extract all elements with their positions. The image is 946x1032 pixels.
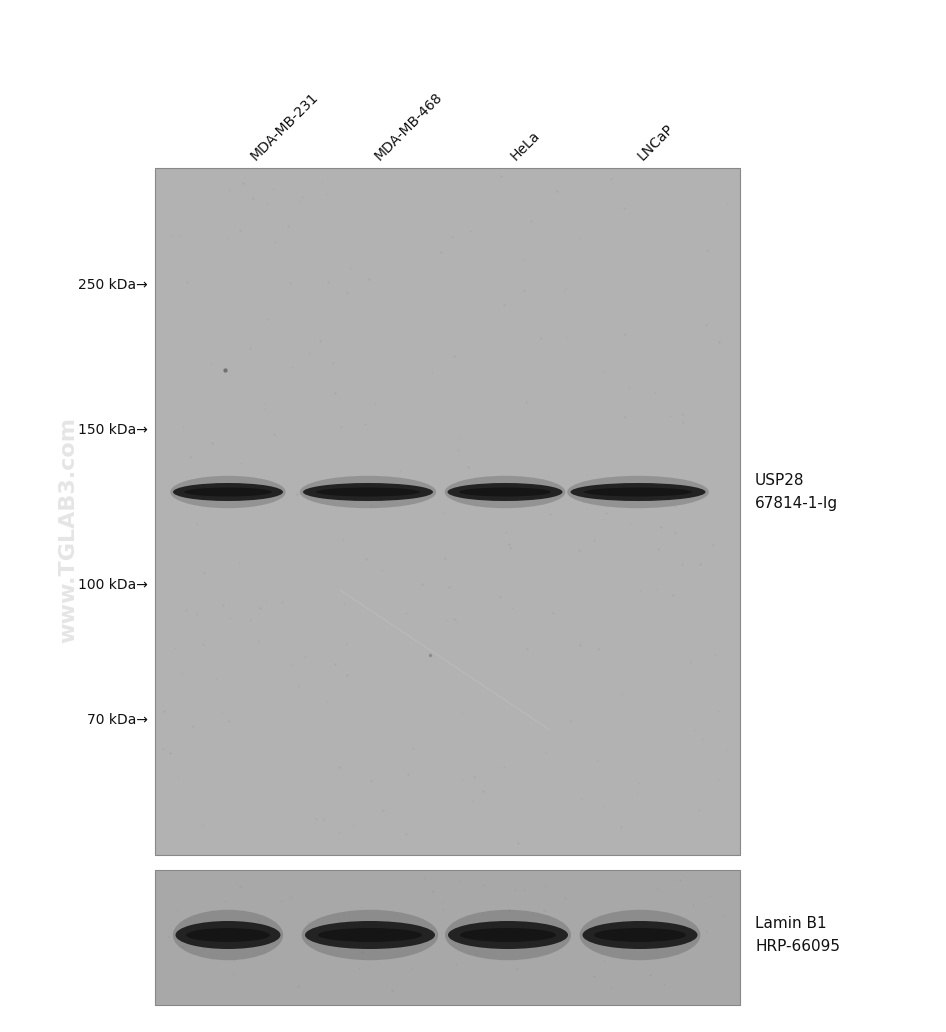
Ellipse shape [173, 483, 283, 501]
Text: USP28
67814-1-Ig: USP28 67814-1-Ig [755, 474, 838, 511]
Ellipse shape [305, 921, 435, 949]
Text: HeLa: HeLa [508, 128, 543, 163]
Text: 250 kDa→: 250 kDa→ [79, 278, 148, 292]
Ellipse shape [448, 921, 568, 949]
Ellipse shape [445, 476, 566, 508]
Ellipse shape [583, 921, 697, 949]
Bar [155, 870, 740, 1005]
Ellipse shape [567, 476, 709, 508]
Ellipse shape [580, 910, 700, 960]
Bar [155, 168, 740, 854]
Ellipse shape [447, 483, 563, 501]
Ellipse shape [318, 928, 422, 942]
Ellipse shape [173, 910, 283, 960]
Text: LNCaP: LNCaP [635, 122, 676, 163]
Ellipse shape [316, 487, 420, 496]
Text: 100 kDa→: 100 kDa→ [79, 578, 148, 592]
Text: 70 kDa→: 70 kDa→ [87, 713, 148, 727]
Ellipse shape [594, 928, 686, 942]
Ellipse shape [445, 910, 571, 960]
Ellipse shape [303, 483, 433, 501]
Text: 150 kDa→: 150 kDa→ [79, 423, 148, 437]
Ellipse shape [300, 476, 436, 508]
Ellipse shape [176, 921, 281, 949]
Ellipse shape [302, 910, 438, 960]
Ellipse shape [184, 487, 272, 496]
Text: www.TGLAB3.com: www.TGLAB3.com [58, 417, 78, 643]
Text: MDA-MB-231: MDA-MB-231 [248, 90, 322, 163]
Ellipse shape [170, 476, 286, 508]
Ellipse shape [186, 928, 270, 942]
Ellipse shape [459, 487, 551, 496]
Ellipse shape [584, 487, 692, 496]
Text: MDA-MB-468: MDA-MB-468 [372, 90, 446, 163]
Ellipse shape [460, 928, 556, 942]
Text: Lamin B1
HRP-66095: Lamin B1 HRP-66095 [755, 916, 840, 954]
Ellipse shape [570, 483, 706, 501]
